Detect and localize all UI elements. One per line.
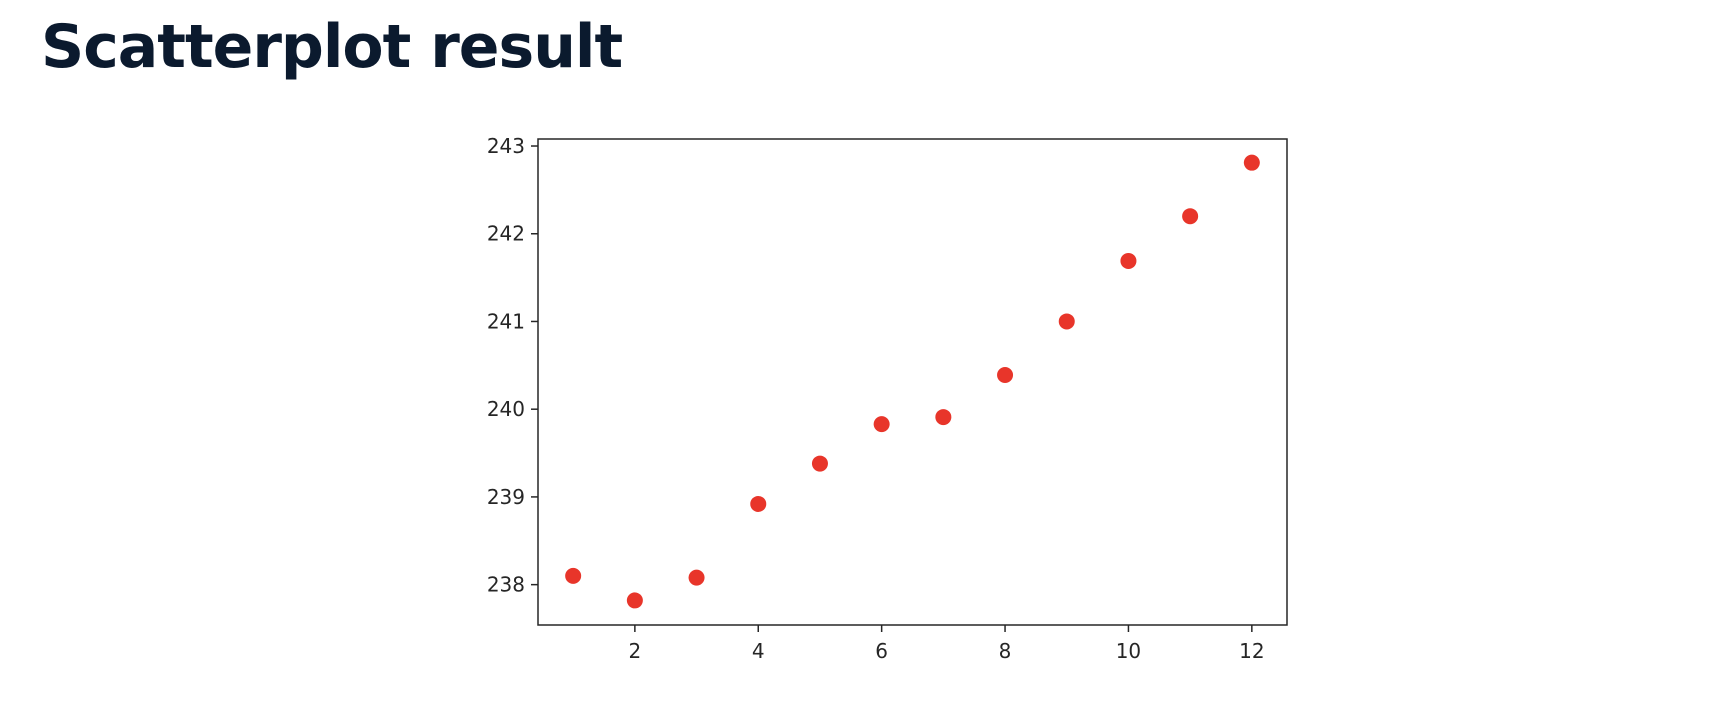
x-tick-label: 6 xyxy=(875,639,888,663)
data-point xyxy=(811,455,828,472)
plot-frame xyxy=(537,138,1288,626)
data-point xyxy=(1243,154,1260,171)
data-point xyxy=(626,592,643,609)
y-tick-label: 243 xyxy=(487,134,525,158)
plot-area: 2 4 6 8 10 12 238 239 240 241 242 243 xyxy=(487,134,1288,663)
x-tick-label: 4 xyxy=(752,639,765,663)
data-point xyxy=(688,569,705,586)
y-tick-label: 242 xyxy=(487,222,525,246)
y-tick-label: 239 xyxy=(487,485,525,509)
data-point xyxy=(873,416,890,433)
x-tick-label: 12 xyxy=(1239,639,1264,663)
data-point xyxy=(750,495,767,512)
y-tick-label: 238 xyxy=(487,573,525,597)
data-point xyxy=(565,567,582,584)
data-point xyxy=(1120,252,1137,269)
data-point xyxy=(935,409,952,426)
x-tick-label: 2 xyxy=(628,639,641,663)
x-tick-label: 8 xyxy=(999,639,1012,663)
y-tick-label: 240 xyxy=(487,397,525,421)
y-tick-label: 241 xyxy=(487,309,525,333)
data-point xyxy=(997,366,1014,383)
data-point xyxy=(1058,313,1075,330)
slide-title: Scatterplot result xyxy=(41,12,623,82)
x-tick-label: 10 xyxy=(1116,639,1141,663)
data-point xyxy=(1182,208,1199,225)
